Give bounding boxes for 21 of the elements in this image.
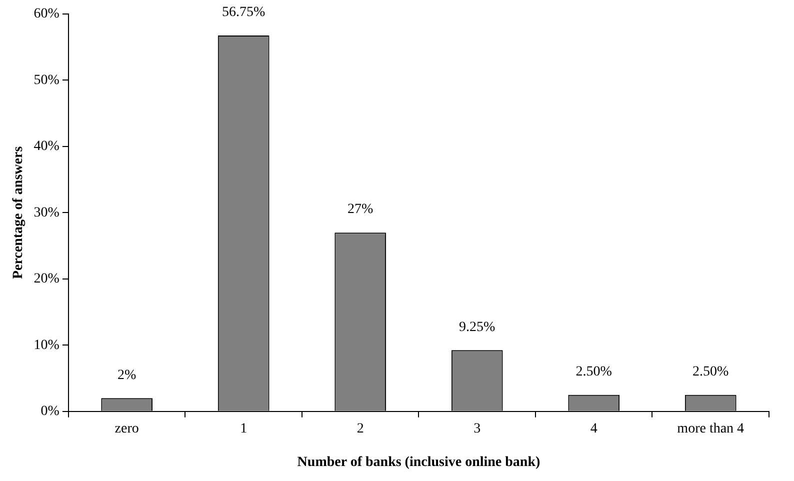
x-tick-label: 2 <box>356 421 364 436</box>
y-tick-label: 20% <box>34 272 60 287</box>
x-tick-label: 4 <box>590 421 598 436</box>
y-tick-label: 50% <box>34 72 60 88</box>
y-axis-title: Percentage of answers <box>11 146 26 280</box>
x-tick-label: more than 4 <box>677 421 744 436</box>
x-tick-label: 3 <box>474 421 481 436</box>
y-tick-label: 40% <box>34 139 60 154</box>
y-tick-label: 60% <box>34 6 60 22</box>
data-label: 56.75% <box>222 5 266 20</box>
x-axis-title: Number of banks (inclusive online bank) <box>297 455 540 470</box>
x-tick-label: 1 <box>240 421 248 436</box>
data-label: 2.50% <box>692 364 730 380</box>
data-label: 2% <box>118 368 137 383</box>
x-tick-label: zero <box>114 421 139 436</box>
y-tick-label: 0% <box>40 404 60 420</box>
data-label: 9.25% <box>459 320 496 335</box>
y-tick-label: 10% <box>34 338 60 353</box>
y-tick-label: 30% <box>34 205 60 220</box>
data-label: 2.50% <box>576 364 612 380</box>
data-label: 27% <box>348 202 374 218</box>
